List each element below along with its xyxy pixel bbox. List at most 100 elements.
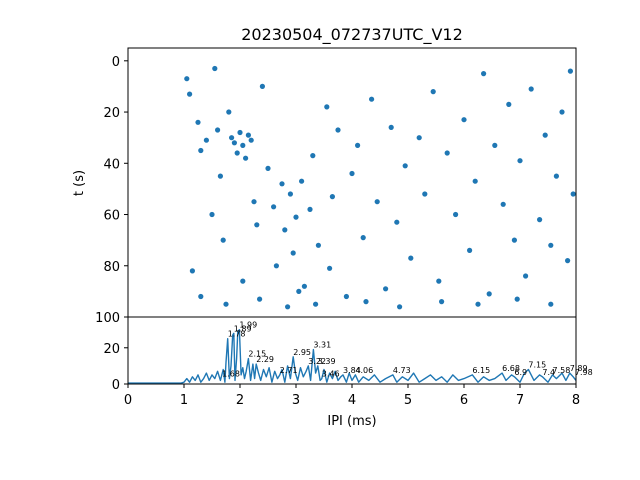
raster-y-tick-label: 20 (103, 106, 120, 121)
peak-label: 7.89 (570, 364, 588, 373)
raster-point-79 (285, 304, 291, 310)
raster-point-41 (374, 199, 380, 205)
raster-points (184, 65, 576, 310)
raster-point-13 (237, 129, 243, 136)
raster-point-18 (251, 199, 257, 205)
raster-point-19 (254, 222, 260, 228)
raster-point-36 (343, 293, 349, 300)
raster-point-63 (523, 273, 529, 279)
raster-point-70 (565, 258, 571, 264)
raster-point-15 (243, 155, 249, 161)
raster-point-71 (570, 191, 576, 197)
raster-point-89 (567, 68, 574, 74)
raster-y-tick-label: 0 (112, 55, 120, 70)
raster-point-35 (335, 127, 341, 133)
histogram-x-tick-label: 7 (516, 393, 524, 408)
peak-label: 3.22 (308, 357, 326, 366)
raster-point-48 (422, 191, 428, 197)
raster-point-24 (282, 227, 288, 233)
histogram-y-tick-label: 0 (112, 378, 120, 393)
raster-point-38 (355, 142, 361, 148)
peak-label: 6.68 (502, 364, 520, 373)
histogram-axes: 0 1 2 3 4 5 6 7 8 0 20 (103, 316, 580, 408)
raster-point-75 (223, 301, 229, 307)
raster-point-66 (542, 132, 548, 138)
raster-point-2 (195, 119, 201, 125)
histogram-x-tick-label: 5 (404, 393, 412, 408)
histogram-x-tick-label: 4 (348, 393, 356, 408)
raster-point-29 (301, 283, 307, 289)
peak-label: 1.78 (228, 330, 246, 339)
peak-label: 7.98 (575, 368, 593, 377)
raster-point-32 (315, 242, 321, 248)
raster-point-49 (430, 89, 436, 95)
peak-label: 3.39 (318, 357, 336, 366)
raster-point-27 (293, 214, 299, 220)
raster-point-40 (369, 96, 375, 102)
histogram-x-tick-label: 1 (180, 393, 188, 408)
raster-title: 20230504_072737UTC_V12 (241, 25, 463, 45)
raster-point-0 (184, 76, 190, 82)
histogram-line (128, 329, 577, 384)
raster-y-tick-label: 40 (103, 157, 120, 172)
raster-point-56 (481, 71, 487, 77)
raster-point-60 (506, 101, 512, 107)
raster-point-67 (548, 301, 554, 307)
raster-point-68 (553, 173, 560, 179)
raster-point-37 (349, 170, 355, 177)
peak-label: 7.58 (553, 366, 571, 375)
raster-point-26 (290, 250, 296, 256)
raster-point-65 (537, 217, 543, 223)
histogram-x-tick-label: 3 (292, 393, 300, 408)
raster-point-69 (559, 109, 565, 115)
raster-y-tick-label: 80 (103, 260, 120, 275)
peak-label: 6.15 (472, 366, 490, 375)
raster-point-64 (528, 86, 534, 92)
raster-point-22 (271, 204, 277, 210)
raster-point-17 (248, 137, 254, 143)
histogram-x-tick-label: 2 (236, 393, 244, 408)
peak-label: 3.31 (313, 341, 331, 350)
raster-y-tick-label: 100 (95, 311, 120, 326)
raster-point-61 (511, 237, 517, 243)
raster-point-10 (229, 135, 235, 141)
raster-point-14 (240, 142, 246, 148)
raster-point-11 (231, 140, 237, 146)
histogram-peak-labels: 1.781.891.99 2.152.29 2.953.22 3.31 3.39 4.06… (222, 321, 593, 379)
peak-label: 3.84 (343, 366, 361, 375)
raster-point-39 (360, 235, 366, 241)
raster-point-16 (245, 132, 251, 138)
raster-point-7 (217, 173, 223, 179)
raster-point-31 (310, 153, 316, 159)
peak-label: 7.4 (542, 368, 555, 377)
raster-y-tick-label: 60 (103, 209, 120, 224)
raster-point-20 (259, 83, 265, 89)
raster-point-45 (402, 163, 408, 169)
raster-point-46 (408, 255, 414, 261)
raster-point-57 (486, 291, 492, 297)
raster-point-51 (444, 150, 450, 156)
raster-point-9 (226, 109, 232, 115)
raster-point-58 (492, 142, 498, 148)
raster-point-23 (279, 181, 285, 187)
raster-point-54 (467, 247, 473, 253)
peak-label: 3.46 (322, 370, 340, 379)
peak-label: 1.89 (234, 324, 252, 333)
peak-label: 4.73 (393, 366, 411, 375)
raster-point-3 (198, 147, 204, 154)
raster-point-85 (439, 299, 445, 305)
histogram-y-tick-label: 20 (103, 342, 120, 357)
raster-point-62 (517, 158, 523, 164)
histogram-plot (128, 329, 577, 384)
raster-point-28 (299, 178, 305, 184)
raster-point-72 (189, 268, 195, 274)
raster-point-87 (514, 296, 520, 302)
peak-label: 4.06 (355, 366, 373, 375)
raster-point-1 (187, 91, 193, 97)
raster-point-12 (234, 150, 240, 156)
peak-label: 7.15 (528, 361, 546, 370)
raster-point-44 (394, 219, 400, 225)
raster-point-43 (388, 124, 394, 130)
raster-point-6 (215, 127, 221, 133)
